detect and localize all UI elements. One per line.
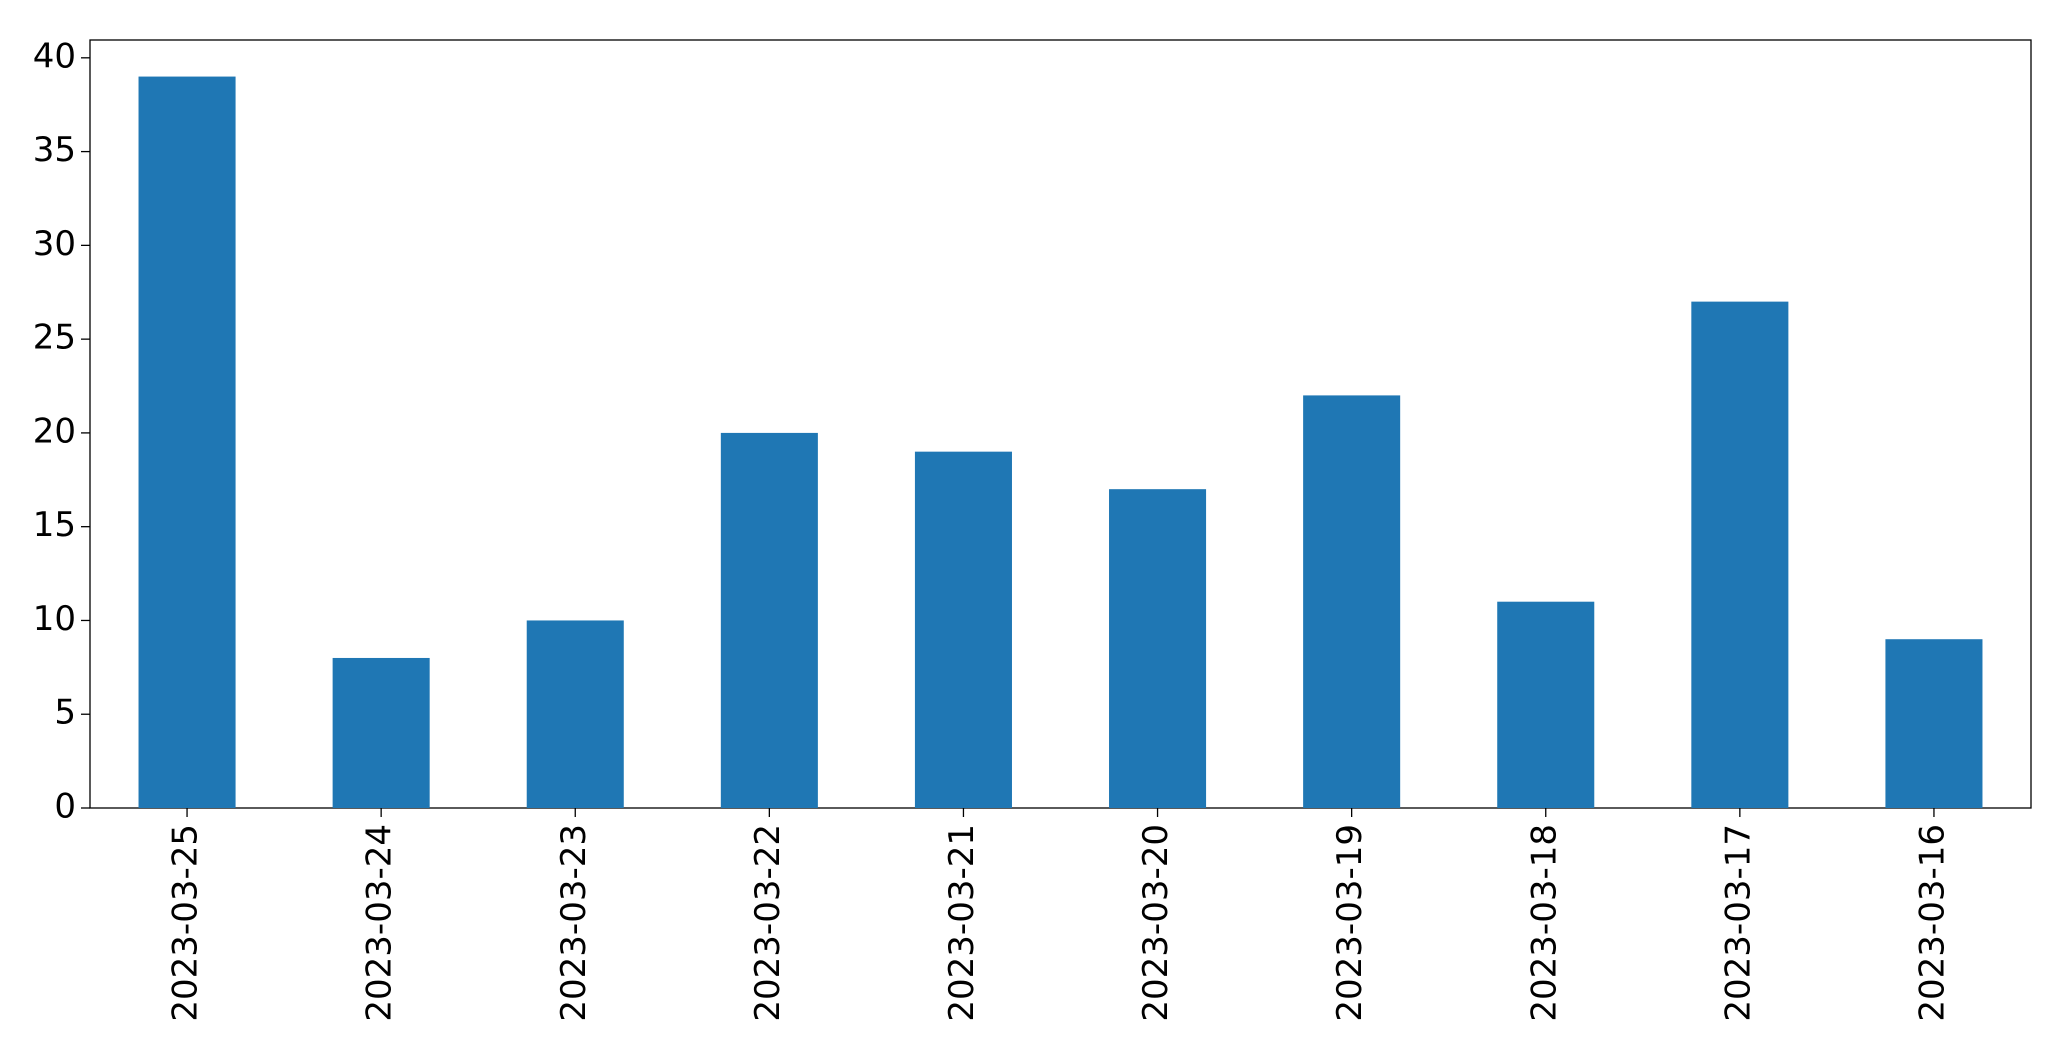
x-tick-label: 2023-03-24 [360,824,400,1022]
x-tick-label: 2023-03-22 [748,824,788,1022]
y-tick-label: 15 [33,505,76,545]
y-tick-label: 30 [33,224,76,264]
x-tick-label: 2023-03-25 [166,824,206,1022]
x-tick-label: 2023-03-21 [942,824,982,1022]
x-tick-label: 2023-03-16 [1912,824,1952,1022]
x-tick-label: 2023-03-17 [1718,824,1758,1022]
y-tick-label: 25 [33,318,76,358]
y-tick-label: 5 [54,693,76,733]
y-tick-label: 35 [33,130,76,170]
bar [1497,601,1595,808]
x-tick-label: 2023-03-20 [1136,824,1176,1022]
x-tick-label: 2023-03-19 [1330,824,1370,1022]
y-tick-label: 20 [33,411,76,451]
bar [138,76,236,809]
bar [1109,489,1207,808]
bar [332,657,430,808]
y-tick-label: 40 [33,36,76,76]
bar [914,451,1012,808]
x-tick-label: 2023-03-23 [554,824,594,1022]
bar [720,432,818,808]
bar [526,620,624,808]
x-tick-label: 2023-03-18 [1524,824,1564,1022]
bar [1885,639,1983,808]
bar [1691,301,1789,808]
axes-frame [89,39,2032,809]
y-tick-label: 0 [54,787,76,827]
y-tick-label: 10 [33,599,76,639]
bar [1303,395,1401,808]
